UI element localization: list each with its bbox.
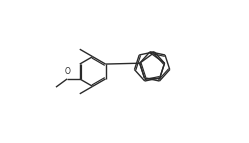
Text: O: O: [64, 67, 70, 76]
